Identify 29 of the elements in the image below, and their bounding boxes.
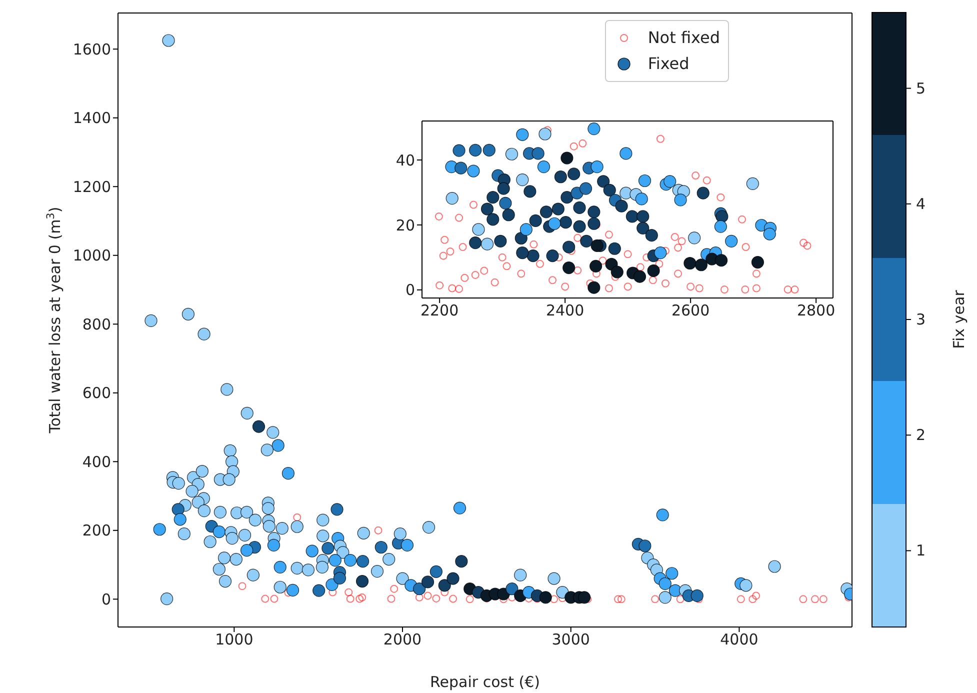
x-tick-label: 2000	[383, 630, 422, 649]
y-tick-label: 800	[82, 315, 111, 334]
color-bar-label: 5	[916, 79, 926, 98]
y-tick-label: 600	[82, 384, 111, 402]
y-tick-label: 1400	[72, 109, 111, 128]
x-tick-label: 2800	[796, 302, 836, 320]
color-bar-label: 2	[916, 426, 926, 444]
color-bar-label: 1	[916, 542, 926, 560]
x-tick-label: 2200	[420, 302, 459, 320]
x-tick-label: 4000	[720, 630, 758, 649]
legend-label: Fixed	[648, 53, 690, 75]
color-bar-label: 3	[916, 310, 926, 328]
y-tick-label: 400	[82, 452, 111, 471]
x-tick-label: 1000	[215, 630, 254, 649]
y-tick-label: 1000	[72, 246, 111, 265]
x-tick-label: 3000	[552, 630, 590, 649]
legend-label: Not fixed	[648, 27, 720, 49]
color-bar-title: Fix year	[950, 289, 968, 349]
x-axis-title: Repair cost (€)	[430, 673, 540, 691]
y-tick-label: 0	[405, 281, 415, 300]
color-bar-label: 4	[916, 194, 926, 213]
y-tick-label: 40	[396, 151, 415, 170]
x-tick-label: 2600	[671, 302, 710, 320]
y-tick-label: 1600	[72, 40, 111, 58]
x-tick-label: 2400	[546, 302, 584, 320]
y-tick-label: 1200	[72, 178, 111, 196]
y-tick-label: 200	[82, 522, 111, 540]
y-tick-label: 20	[396, 216, 415, 234]
y-tick-label: 0	[101, 590, 111, 608]
